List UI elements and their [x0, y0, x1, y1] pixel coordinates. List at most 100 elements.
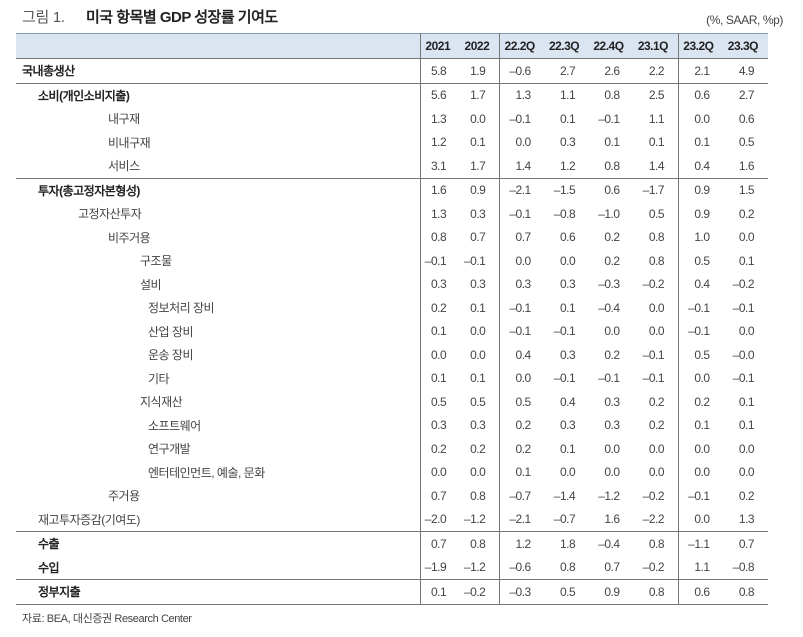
- value-cell: –0.1: [509, 324, 531, 339]
- value-cell: 0.5: [515, 394, 532, 409]
- value-cell: 0.1: [738, 394, 755, 409]
- value-cell: –1.2: [460, 507, 501, 532]
- value-cell: 0.2: [430, 441, 447, 456]
- value-cell: 1.7: [460, 154, 501, 178]
- table-body: 국내총생산 5.8 1.9 –0.6 2.7 2.6 2.2 2.1 4.9 소비(개인소비지출)…: [16, 58, 768, 605]
- value-cell: 0.6: [678, 579, 724, 605]
- value-cell: 0.0: [633, 319, 680, 343]
- value-cell: –1.7: [633, 177, 680, 202]
- value-cell: –0.2: [732, 277, 755, 292]
- table-row: 산업 장비 0.1 0.0 –0.1 –0.1 0.0 0.0 –0.1 0.0: [16, 319, 768, 343]
- value-cell: –0.1: [598, 371, 620, 386]
- value-cell: 0.0: [460, 460, 501, 484]
- row-label: 투자(총고정자본형성): [16, 177, 421, 202]
- row-label: 서비스: [16, 154, 421, 178]
- value-cell: 0.1: [559, 111, 576, 126]
- value-cell: 0.1: [460, 296, 501, 320]
- value-cell: 0.0: [515, 135, 532, 150]
- row-label: 운송 장비: [16, 343, 421, 367]
- row-label: 국내총생산: [16, 58, 421, 83]
- value-cell: –0.1: [732, 300, 755, 315]
- value-cell: 1.5: [723, 177, 768, 202]
- value-cell: 0.4: [515, 347, 532, 362]
- value-cell: 0.3: [460, 413, 501, 437]
- value-cell: 0.0: [633, 296, 680, 320]
- value-cell: 0.1: [738, 418, 755, 433]
- value-cell: –0.1: [732, 371, 755, 386]
- row-label: 기타: [16, 366, 421, 390]
- value-cell: –1.1: [678, 531, 724, 556]
- table-row: 비주거용 0.8 0.7 0.7 0.6 0.2 0.8 1.0 0.0: [16, 225, 768, 249]
- value-cell: 0.0: [694, 465, 710, 480]
- row-label: 내구재: [16, 107, 421, 131]
- row-label: 비주거용: [16, 225, 421, 249]
- value-cell: 0.2: [633, 390, 680, 414]
- value-cell: 0.2: [604, 253, 620, 268]
- value-cell: 0.0: [460, 319, 501, 343]
- value-cell: –0.4: [598, 300, 620, 315]
- value-cell: –0.1: [460, 249, 501, 273]
- figure-header: 그림 1. 미국 항목별 GDP 성장률 기여도: [22, 6, 782, 26]
- value-cell: –0.1: [598, 111, 620, 126]
- value-cell: 0.1: [559, 300, 576, 315]
- value-cell: 0.0: [515, 371, 532, 386]
- value-cell: 1.2: [559, 158, 576, 173]
- value-cell: 0.0: [460, 343, 501, 367]
- value-cell: 2.5: [633, 82, 680, 107]
- value-cell: 0.1: [694, 135, 710, 150]
- value-cell: 2.7: [559, 63, 576, 78]
- value-cell: 0.3: [460, 202, 501, 226]
- value-cell: –0.1: [633, 343, 680, 367]
- value-cell: 1.3: [499, 82, 545, 107]
- table-row: 연구개발 0.2 0.2 0.2 0.1 0.0 0.0 0.0 0.0: [16, 437, 768, 461]
- column-header: 2022: [460, 33, 501, 59]
- table-row: 정보처리 장비 0.2 0.1 –0.1 0.1 –0.4 0.0 –0.1 –0.1: [16, 296, 768, 320]
- value-cell: 0.3: [515, 277, 532, 292]
- value-cell: 0.3: [430, 277, 447, 292]
- row-label: 소프트웨어: [16, 413, 421, 437]
- value-cell: 0.7: [420, 531, 461, 556]
- table-row: 구조물 –0.1 –0.1 0.0 0.0 0.2 0.8 0.5 0.1: [16, 249, 768, 273]
- value-cell: 0.0: [694, 111, 710, 126]
- column-header: 2021: [420, 33, 461, 59]
- table-row: 엔터테인먼트, 예술, 문화 0.0 0.0 0.1 0.0 0.0 0.0 0.0 0.0: [16, 460, 768, 484]
- value-cell: 1.1: [544, 82, 590, 107]
- column-header: 23.2Q: [678, 33, 724, 59]
- header-label-cell: [16, 33, 421, 59]
- value-cell: 1.3: [430, 206, 447, 221]
- figure-title: 미국 항목별 GDP 성장률 기여도: [86, 9, 278, 26]
- value-cell: –0.1: [509, 206, 531, 221]
- value-cell: 0.9: [460, 177, 501, 202]
- value-cell: 0.1: [430, 371, 447, 386]
- column-header: 22.2Q: [499, 33, 545, 59]
- row-label: 주거용: [16, 484, 421, 508]
- value-cell: 0.2: [738, 488, 755, 503]
- value-cell: 1.9: [460, 58, 501, 83]
- value-cell: 0.0: [633, 437, 680, 461]
- value-cell: 0.7: [604, 560, 620, 575]
- value-cell: –0.3: [598, 277, 620, 292]
- value-cell: 0.8: [633, 249, 680, 273]
- value-cell: 1.3: [738, 512, 755, 527]
- value-cell: 0.0: [559, 253, 576, 268]
- value-cell: 0.0: [430, 347, 447, 362]
- column-header: 22.4Q: [589, 33, 634, 59]
- row-label: 엔터테인먼트, 예술, 문화: [16, 460, 421, 484]
- value-cell: 0.5: [694, 347, 710, 362]
- column-header: 22.3Q: [544, 33, 590, 59]
- value-cell: 0.4: [559, 394, 576, 409]
- value-cell: 0.2: [460, 437, 501, 461]
- value-cell: 0.2: [604, 230, 620, 245]
- value-cell: 0.8: [559, 560, 576, 575]
- value-cell: 0.5: [633, 202, 680, 226]
- value-cell: 2.6: [604, 63, 620, 78]
- value-cell: 1.6: [738, 158, 755, 173]
- table-row: 소프트웨어 0.3 0.3 0.2 0.3 0.3 0.2 0.1 0.1: [16, 413, 768, 437]
- value-cell: 0.3: [460, 272, 501, 296]
- value-cell: 0.5: [694, 253, 710, 268]
- value-cell: 0.0: [430, 465, 447, 480]
- value-cell: 0.7: [723, 531, 768, 556]
- row-label: 산업 장비: [16, 319, 421, 343]
- value-cell: 1.4: [515, 158, 532, 173]
- value-cell: 0.5: [544, 579, 590, 605]
